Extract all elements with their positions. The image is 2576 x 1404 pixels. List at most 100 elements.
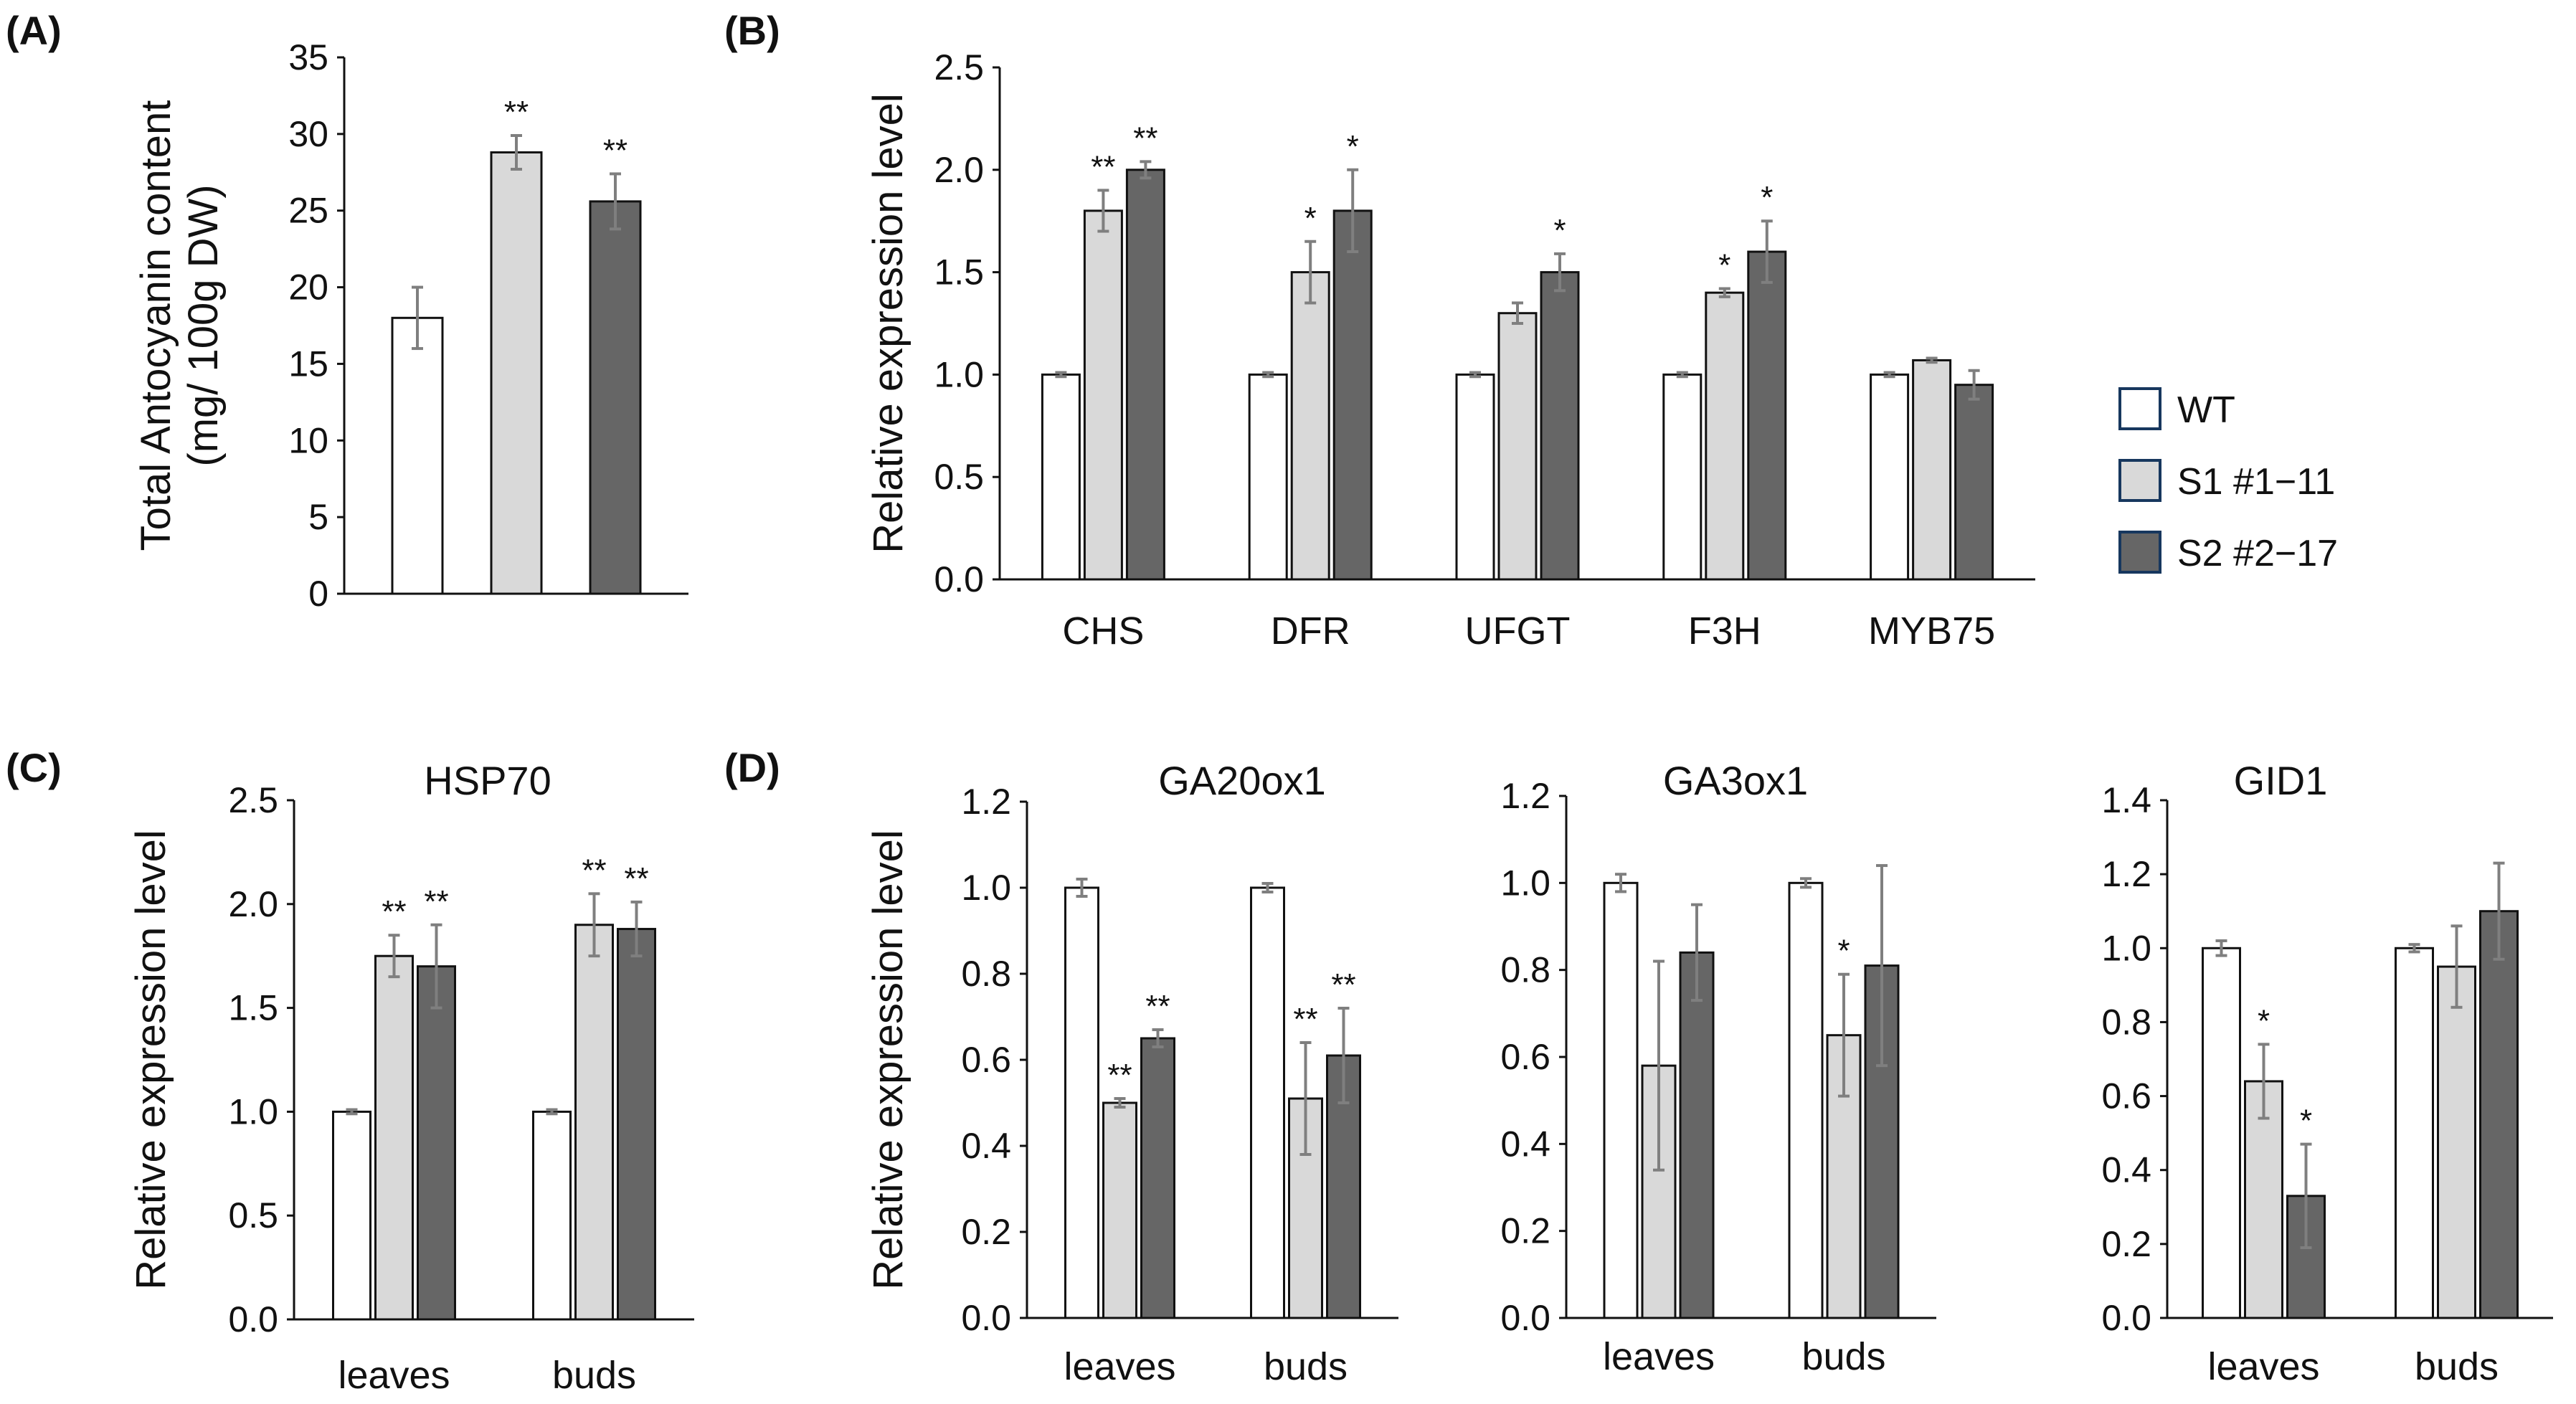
- bar: [1497, 312, 1538, 581]
- bar: [1064, 886, 1099, 1319]
- x-tick-label: leaves: [1064, 1345, 1175, 1388]
- chart-panel-3: 0.0 0.5 1.0 1.5 2.0 2.5 (C) HSP70 Relative expre…: [6, 745, 694, 1397]
- significance-label: **: [504, 95, 529, 130]
- y-tick-label: 0.2: [2101, 1224, 2151, 1264]
- bar: [490, 151, 543, 595]
- y-axis-title: Relative expression level: [865, 93, 911, 554]
- x-tick-label: CHS: [1062, 609, 1144, 653]
- legend-swatch-wt: [2118, 387, 2161, 430]
- y-tick-label: 1.0: [2101, 928, 2151, 968]
- y-tick-label: 1.2: [2101, 854, 2151, 894]
- y-tick-label: 1.0: [961, 868, 1011, 908]
- y-axis-title: Total Antocyanin content: [133, 100, 179, 551]
- bar: [2202, 947, 2241, 1319]
- bar: [1870, 373, 1910, 581]
- y-tick-label: 2.5: [934, 47, 984, 87]
- bar: [2479, 910, 2519, 1319]
- chart-title: HSP70: [424, 758, 551, 803]
- y-tick-label: 0.8: [2101, 1002, 2151, 1042]
- y-tick-label: 0.5: [934, 457, 984, 497]
- y-tick-label: 2.0: [934, 150, 984, 190]
- bar: [1788, 881, 1824, 1319]
- significance-label: **: [1107, 1058, 1132, 1093]
- bar: [1083, 209, 1123, 581]
- significance-label: **: [1091, 149, 1115, 184]
- y-tick-label: 1.4: [2101, 780, 2151, 820]
- x-tick-label: F3H: [1688, 609, 1761, 653]
- y-tick-label: 1.5: [934, 252, 984, 293]
- legend-swatch-s1: [2118, 459, 2161, 502]
- chart-title: GA3ox1: [1663, 758, 1808, 803]
- x-tick-label: buds: [1264, 1345, 1348, 1388]
- legend-label-s2: S2 #2−17: [2177, 533, 2338, 574]
- significance-label: *: [1553, 213, 1566, 248]
- significance-label: **: [424, 884, 448, 919]
- x-tick-label: UFGT: [1465, 609, 1571, 653]
- significance-label: *: [1837, 934, 1850, 969]
- y-tick-label: 0.2: [961, 1212, 1011, 1252]
- y-axis-title: Relative expression level: [865, 830, 911, 1290]
- panel-label: (A): [6, 8, 62, 53]
- y-tick-label: 1.5: [228, 988, 278, 1028]
- bar: [332, 1110, 371, 1321]
- y-tick-label: 0.6: [1500, 1037, 1550, 1077]
- chart-panel-5: 0.0 0.2 0.4 0.6 0.8 1.0 1.2 GA3ox1 leaves * buds: [1500, 758, 1936, 1378]
- bar: [1125, 169, 1165, 581]
- bar: [1250, 886, 1285, 1319]
- y-tick-label: 35: [288, 37, 328, 77]
- x-tick-label: leaves: [1603, 1335, 1715, 1378]
- panel-label: (B): [724, 8, 780, 53]
- bar: [1140, 1037, 1175, 1319]
- y-tick-label: 1.2: [1500, 776, 1550, 816]
- chart-panel-6: 0.0 0.2 0.4 0.6 0.8 1.0 1.2 1.4 GID1 * * leaves buds: [2101, 758, 2553, 1388]
- y-tick-label: 0.4: [1500, 1124, 1550, 1164]
- y-tick-label: 0.4: [2101, 1150, 2151, 1190]
- x-tick-label: MYB75: [1868, 609, 1995, 653]
- bar: [589, 200, 642, 595]
- y-tick-label: 20: [288, 267, 328, 308]
- bar: [1912, 359, 1952, 581]
- bar: [374, 954, 414, 1321]
- bar: [1679, 951, 1715, 1319]
- y-tick-label: 1.0: [228, 1091, 278, 1132]
- y-tick-label: 30: [288, 114, 328, 154]
- significance-label: **: [1145, 989, 1170, 1024]
- bar: [1603, 881, 1639, 1319]
- y-axis-title: Relative expression level: [128, 830, 174, 1290]
- y-tick-label: 1.0: [1500, 863, 1550, 903]
- bar: [1290, 271, 1330, 581]
- significance-label: *: [1347, 129, 1359, 164]
- bar: [1041, 373, 1081, 581]
- chart-panel-4: 0.0 0.2 0.4 0.6 0.8 1.0 1.2 (D) GA20ox1 Relative …: [724, 745, 1398, 1388]
- significance-label: **: [1293, 1002, 1317, 1037]
- y-tick-label: 0.0: [934, 559, 984, 599]
- y-tick-label: 0: [308, 574, 328, 614]
- x-tick-label: leaves: [338, 1354, 450, 1397]
- significance-label: **: [1133, 120, 1157, 156]
- y-tick-label: 0.0: [228, 1299, 278, 1339]
- bar: [1540, 271, 1580, 581]
- bar: [1332, 209, 1373, 581]
- y-tick-label: 25: [288, 191, 328, 231]
- y-tick-label: 5: [308, 497, 328, 537]
- y-tick-label: 1.2: [961, 782, 1011, 822]
- bar: [417, 965, 456, 1321]
- y-tick-label: 2.0: [228, 884, 278, 924]
- bar: [1455, 373, 1495, 581]
- chart-panel-2: 0.0 0.5 1.0 1.5 2.0 2.5 (B) Relative expression…: [724, 8, 2035, 653]
- y-tick-label: 0.8: [1500, 950, 1550, 990]
- bar: [1662, 373, 1703, 581]
- legend-label-wt: WT: [2177, 389, 2235, 431]
- y-tick-label: 0.6: [961, 1040, 1011, 1080]
- bar: [2395, 947, 2434, 1319]
- x-tick-label: buds: [1801, 1335, 1885, 1378]
- x-tick-label: DFR: [1271, 609, 1350, 653]
- y-tick-label: 0.4: [961, 1126, 1011, 1166]
- bar: [2437, 965, 2476, 1319]
- y-tick-label: 10: [288, 420, 328, 460]
- y-tick-label: 0.2: [1500, 1211, 1550, 1251]
- bar: [1102, 1101, 1137, 1319]
- y-tick-label: 0.8: [961, 954, 1011, 994]
- bar: [617, 928, 656, 1321]
